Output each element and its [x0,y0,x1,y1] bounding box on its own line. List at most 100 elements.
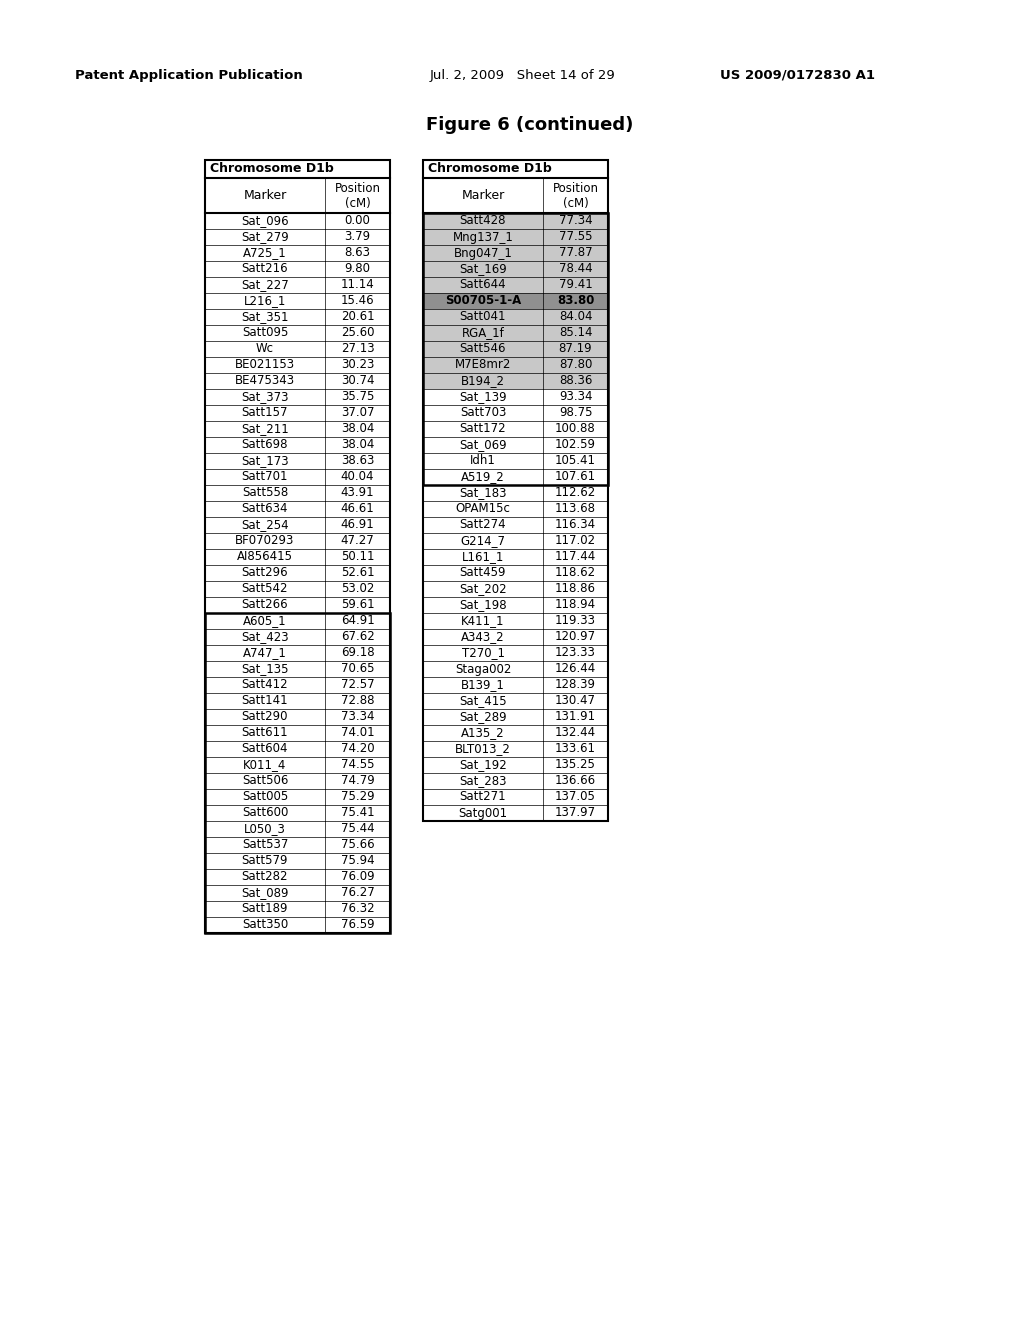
Text: Chromosome D1b: Chromosome D1b [210,162,334,176]
Text: Sat_351: Sat_351 [242,310,289,323]
Bar [423,502,608,517]
Bar [423,228,608,246]
Text: 133.61: 133.61 [555,742,596,755]
Text: Sat_283: Sat_283 [459,775,507,788]
Text: 126.44: 126.44 [555,663,596,676]
Text: 74.01: 74.01 [341,726,375,739]
Bar [205,228,390,246]
Text: 100.88: 100.88 [555,422,596,436]
Text: Satt282: Satt282 [242,870,288,883]
Bar [205,917,390,933]
Text: BF070293: BF070293 [236,535,295,548]
Text: 70.65: 70.65 [341,663,374,676]
Bar [423,469,608,484]
Text: 137.05: 137.05 [555,791,596,804]
Text: 75.94: 75.94 [341,854,375,867]
Text: 74.79: 74.79 [341,775,375,788]
Bar [205,612,390,630]
Bar [423,533,608,549]
Text: Sat_183: Sat_183 [459,487,507,499]
Bar [205,677,390,693]
Text: 74.20: 74.20 [341,742,375,755]
Text: A135_2: A135_2 [461,726,505,739]
Text: Satt537: Satt537 [242,838,288,851]
Text: 50.11: 50.11 [341,550,374,564]
Text: Sat_227: Sat_227 [241,279,289,292]
Bar [423,709,608,725]
Text: 76.27: 76.27 [341,887,375,899]
Bar [205,869,390,884]
Text: Satt290: Satt290 [242,710,288,723]
Text: Sat_069: Sat_069 [459,438,507,451]
Text: 76.32: 76.32 [341,903,375,916]
Bar [205,597,390,612]
Text: 132.44: 132.44 [555,726,596,739]
Text: 46.91: 46.91 [341,519,375,532]
Text: 83.80: 83.80 [557,294,594,308]
Text: Satt274: Satt274 [460,519,506,532]
Bar [205,693,390,709]
Text: Sat_139: Sat_139 [459,391,507,404]
Text: 73.34: 73.34 [341,710,374,723]
Text: Satt698: Satt698 [242,438,288,451]
Text: Satt296: Satt296 [242,566,289,579]
Bar [205,661,390,677]
Bar [423,661,608,677]
Text: 112.62: 112.62 [555,487,596,499]
Bar [423,277,608,293]
Bar [205,533,390,549]
Bar [205,453,390,469]
Bar [205,484,390,502]
Text: Satt350: Satt350 [242,919,288,932]
Text: Satt611: Satt611 [242,726,289,739]
Bar [423,549,608,565]
Text: 84.04: 84.04 [559,310,592,323]
Bar [423,178,608,213]
Text: Sat_135: Sat_135 [242,663,289,676]
Bar [205,374,390,389]
Text: 128.39: 128.39 [555,678,596,692]
Text: 88.36: 88.36 [559,375,592,388]
Text: 59.61: 59.61 [341,598,375,611]
Text: 136.66: 136.66 [555,775,596,788]
Text: Satt216: Satt216 [242,263,289,276]
Text: 3.79: 3.79 [344,231,371,243]
Text: L050_3: L050_3 [244,822,286,836]
Text: Sat_373: Sat_373 [242,391,289,404]
Bar [423,213,608,484]
Text: 47.27: 47.27 [341,535,375,548]
Bar [205,325,390,341]
Bar [205,725,390,741]
Text: Chromosome D1b: Chromosome D1b [428,162,552,176]
Bar [205,309,390,325]
Bar [205,630,390,645]
Bar [423,453,608,469]
Text: Satt157: Satt157 [242,407,288,420]
Text: 38.04: 38.04 [341,422,374,436]
Bar [423,677,608,693]
Text: Wc: Wc [256,342,274,355]
Bar [205,405,390,421]
Text: A747_1: A747_1 [243,647,287,660]
Text: L161_1: L161_1 [462,550,504,564]
Text: Patent Application Publication: Patent Application Publication [75,69,303,82]
Bar [205,293,390,309]
Bar [205,774,390,789]
Text: Position
(cM): Position (cM) [553,181,598,210]
Text: 67.62: 67.62 [341,631,375,644]
Bar [205,902,390,917]
Text: B194_2: B194_2 [461,375,505,388]
Text: Satt172: Satt172 [460,422,506,436]
Text: A519_2: A519_2 [461,470,505,483]
Bar [205,277,390,293]
Text: K411_1: K411_1 [461,615,505,627]
Text: 53.02: 53.02 [341,582,374,595]
Text: 37.07: 37.07 [341,407,374,420]
Bar [205,517,390,533]
Text: 107.61: 107.61 [555,470,596,483]
Text: Satt542: Satt542 [242,582,288,595]
Text: Satt005: Satt005 [242,791,288,804]
Text: 64.91: 64.91 [341,615,375,627]
Bar [205,437,390,453]
Text: 43.91: 43.91 [341,487,375,499]
